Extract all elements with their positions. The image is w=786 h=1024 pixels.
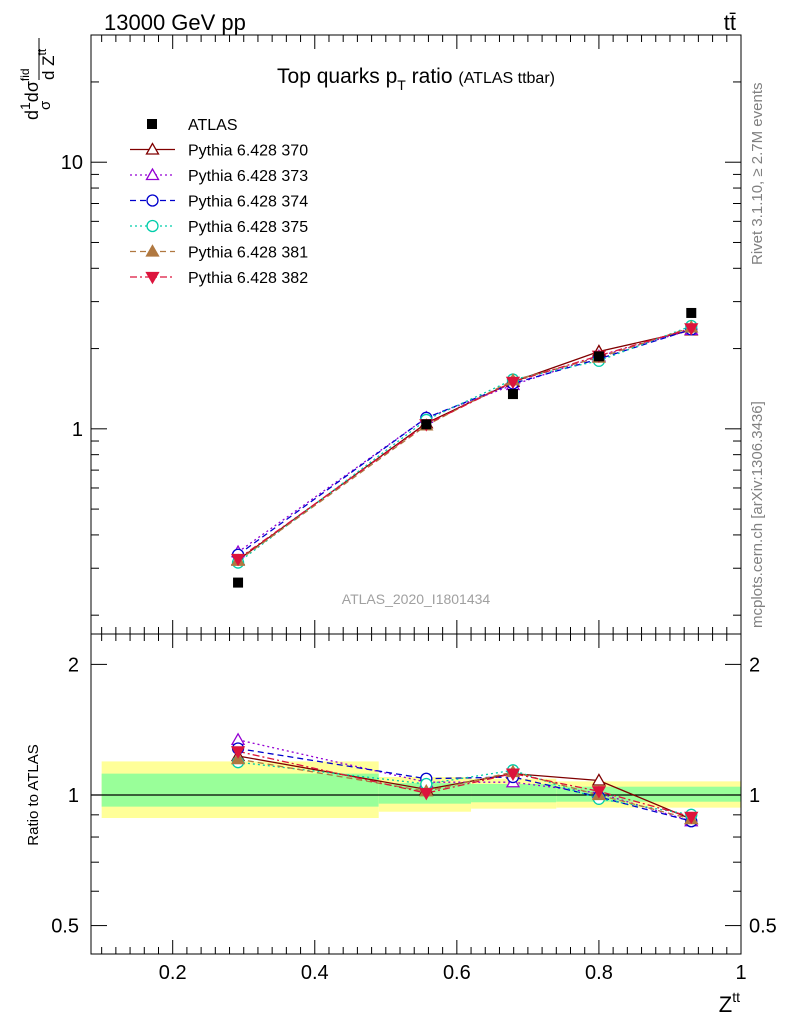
legend-marker [146, 194, 159, 207]
atlas-data-point [421, 419, 432, 430]
legend-label: Pythia 6.428 374 [188, 194, 308, 211]
main-series-line [237, 328, 692, 556]
process-label: tt̄ [724, 10, 736, 35]
main-series-lines [237, 325, 692, 564]
legend-marker [146, 219, 159, 233]
ratio-band-inner [471, 784, 557, 803]
ratio-series-line [237, 761, 692, 816]
ratio-panel: 0.5 0.5 1 1 2 2 0.2 0.4 0.6 0.8 1 Ratio to ATLAS Z… [25, 633, 777, 1017]
legend-label: Pythia 6.428 370 [188, 143, 308, 160]
ratio-y-tick-label: 1 [68, 785, 79, 807]
main-series-line [237, 325, 692, 564]
ratio-series-marker [230, 746, 246, 759]
atlas-data-point [507, 389, 518, 400]
main-ticks: 1 10 [61, 34, 742, 634]
svg-text:σ: σ [37, 100, 54, 110]
ratio-frame [90, 633, 742, 955]
ratio-uncertainty-bands [101, 761, 741, 819]
svg-text:d Ztt: d Ztt [35, 48, 58, 80]
ratio-y-tick-label: 0.5 [51, 916, 79, 938]
main-series-marker [230, 553, 246, 567]
ratio-band-inner [556, 786, 741, 802]
ratio-y-tick-label-right: 0.5 [749, 916, 777, 938]
legend-label: Pythia 6.428 375 [188, 219, 308, 236]
ratio-ticks: 0.5 0.5 1 1 2 2 0.2 0.4 0.6 0.8 1 [51, 634, 777, 984]
ratio-y-tick-label-right: 1 [749, 785, 760, 807]
ratio-series-marker [591, 786, 607, 799]
legend-marker [145, 142, 160, 155]
legend-marker [145, 167, 160, 181]
atlas-data-point [686, 307, 697, 318]
ratio-x-tick-label: 1 [735, 962, 746, 984]
legend-atlas-label: ATLAS [188, 117, 238, 134]
ratio-band-inner [101, 773, 379, 807]
main-series-line [237, 329, 692, 553]
ratio-ylabel: Ratio to ATLAS [25, 744, 42, 845]
ratio-y-tick-label: 2 [68, 654, 79, 676]
energy-label: 13000 GeV pp [104, 10, 246, 35]
ratio-series-marker [419, 787, 434, 801]
atlas-data-point [233, 577, 244, 588]
legend: ATLAS Pythia 6.428 370 Pythia 6.428 373 Pyt… [130, 117, 308, 287]
ratio-series-marker [591, 773, 607, 786]
analysis-id: ATLAS_2020_I1801434 [342, 591, 491, 607]
atlas-data-point [593, 351, 604, 362]
legend-label: Pythia 6.428 382 [188, 270, 308, 287]
legend-label: Pythia 6.428 381 [188, 245, 308, 262]
main-panel: 1 10 Top quarks pT ratio (ATLAS ttbar) AT… [17, 34, 742, 635]
main-ylabel: d1dσfid σ d Ztt [17, 38, 58, 120]
legend-marker [145, 271, 160, 285]
main-title: Top quarks pT ratio (ATLAS ttbar) [277, 65, 555, 93]
ratio-xlabel: Ztt [719, 989, 740, 1017]
ratio-series-marker [505, 768, 521, 781]
legend-atlas-marker [147, 119, 157, 129]
main-series-marker [505, 376, 521, 390]
ratio-x-tick-label: 0.6 [443, 962, 471, 984]
main-series-line [237, 326, 692, 562]
ratio-series-marker [684, 811, 699, 825]
main-series-line [237, 327, 692, 560]
main-data-points [233, 307, 697, 588]
side-text-top: Rivet 3.1.10, ≥ 2.7M events [749, 83, 766, 266]
legend-marker [145, 244, 160, 257]
ratio-x-tick-label: 0.4 [301, 962, 329, 984]
ratio-x-tick-label: 0.8 [585, 962, 613, 984]
main-series-line [237, 329, 692, 561]
ratio-series-markers [230, 732, 699, 828]
main-y-tick-label: 1 [72, 419, 83, 441]
main-series-marker [684, 323, 699, 336]
ratio-x-tick-label: 0.2 [159, 962, 187, 984]
main-series-markers [230, 319, 699, 569]
ratio-y-tick-label-right: 2 [749, 654, 760, 676]
side-text-bottom: mcplots.cern.ch [arXiv:1306.3436] [749, 401, 766, 628]
svg-text:d1dσfid: d1dσfid [17, 68, 42, 120]
main-y-tick-label: 10 [61, 152, 83, 174]
ratio-series-line [237, 758, 692, 820]
legend-label: Pythia 6.428 373 [188, 168, 308, 185]
